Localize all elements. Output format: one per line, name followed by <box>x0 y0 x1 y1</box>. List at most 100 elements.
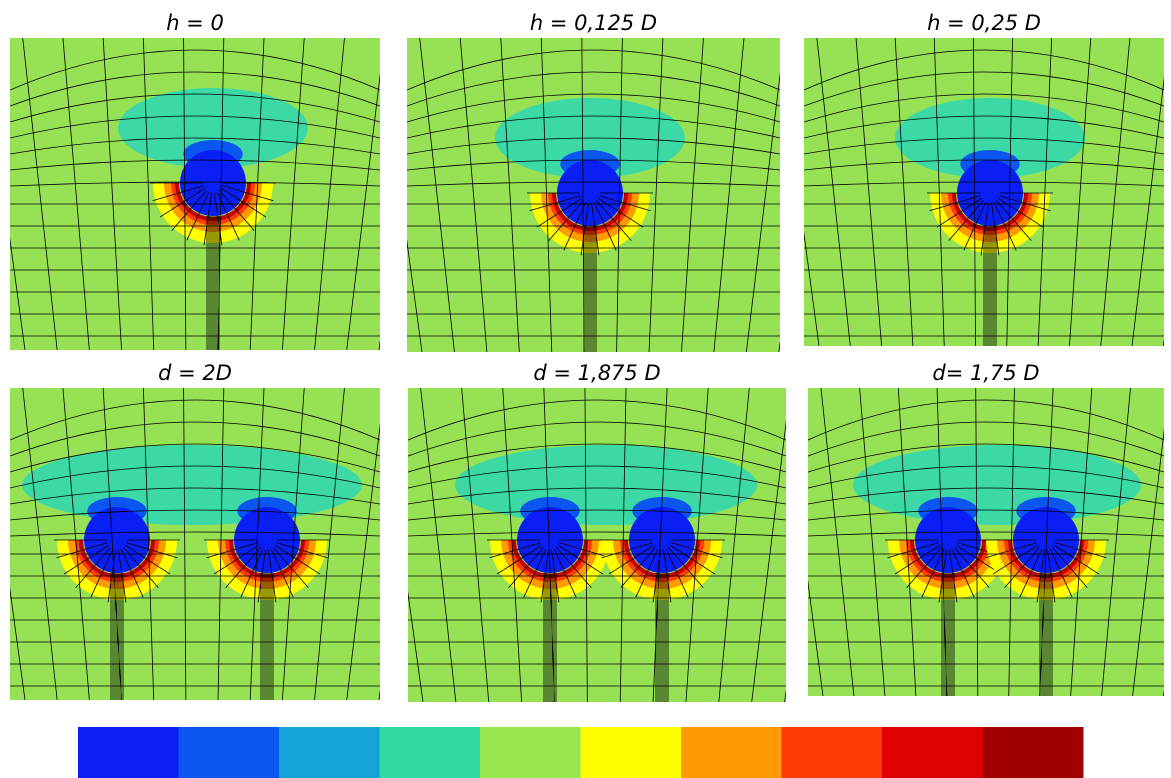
mesh-line <box>10 399 380 441</box>
mesh-line <box>281 388 305 700</box>
mesh-line <box>808 465 1164 489</box>
mesh-line <box>616 38 623 352</box>
radial-line <box>670 545 716 575</box>
radial-line <box>536 198 582 228</box>
mesh-line <box>804 71 1164 107</box>
colorbar-cell <box>681 727 782 778</box>
mesh-line <box>407 137 780 155</box>
mesh-line <box>249 388 265 700</box>
blue-core <box>629 507 695 573</box>
mesh-line <box>408 531 786 537</box>
mesh-line <box>10 443 380 473</box>
colorbar-cell <box>580 727 682 778</box>
mesh-line <box>718 388 750 702</box>
mesh-line <box>183 38 187 350</box>
radial-line <box>152 185 204 202</box>
panel <box>407 38 780 352</box>
cyan-zone <box>118 88 308 168</box>
mesh-line <box>419 38 455 352</box>
mesh-line <box>859 388 886 696</box>
mesh-line <box>346 423 380 700</box>
radial-line <box>222 185 274 202</box>
mesh-line <box>933 38 945 346</box>
panel-title: h = 0,25 D <box>927 11 1041 35</box>
mesh-line <box>407 93 780 123</box>
radial-line <box>591 202 600 256</box>
radial-line <box>559 542 611 559</box>
mesh-line <box>804 115 1164 139</box>
radial-line <box>213 545 259 575</box>
mesh-line <box>408 487 786 505</box>
mesh-line <box>10 159 380 171</box>
mesh-line <box>975 388 979 696</box>
mesh-line <box>804 181 1164 187</box>
colorbar-cell <box>480 727 581 778</box>
radial-line <box>558 545 604 575</box>
mesh-line <box>102 38 122 350</box>
mesh-line <box>10 93 380 123</box>
radial-line <box>596 200 632 241</box>
mesh-line <box>10 236 26 350</box>
mesh-line <box>1163 689 1164 696</box>
radial-line <box>985 542 1037 559</box>
mesh-line <box>936 388 948 696</box>
blue-core <box>84 507 150 573</box>
radial-line <box>921 548 945 598</box>
mesh-line <box>685 388 709 702</box>
colorbar-cell <box>882 727 983 778</box>
mesh-line <box>804 159 1164 171</box>
mesh-line <box>62 388 90 700</box>
mesh-line <box>408 399 786 441</box>
radial-line <box>270 548 294 598</box>
colorbar-cell <box>379 727 481 778</box>
mesh-line <box>855 38 883 346</box>
panel-title: h = 0,125 D <box>530 11 657 35</box>
mesh-line <box>408 509 786 521</box>
mesh-line <box>408 421 786 457</box>
mesh-line <box>894 38 914 346</box>
mesh-line <box>500 38 520 352</box>
mesh-line <box>808 443 1164 473</box>
mesh-line <box>973 38 976 346</box>
mesh-line <box>808 421 1164 457</box>
mesh-line <box>407 115 780 139</box>
mesh-line <box>102 388 122 700</box>
mesh-line <box>10 137 380 155</box>
radial-line <box>665 548 689 598</box>
panel-title: h = 0 <box>166 11 224 35</box>
radial-line <box>992 545 1038 575</box>
radial-line <box>186 191 210 241</box>
mesh-line <box>1131 76 1164 346</box>
radial-line <box>608 545 654 575</box>
mesh-line <box>804 93 1164 123</box>
mesh-line <box>407 71 780 107</box>
radial-line <box>929 195 981 212</box>
mesh-line <box>581 38 585 352</box>
mesh-line <box>314 38 345 350</box>
mesh-line <box>420 388 457 702</box>
colorbar-cell <box>982 727 1084 778</box>
panel-title: d = 1,875 D <box>533 361 660 385</box>
mesh-line <box>10 421 380 457</box>
mesh-line <box>1039 388 1054 696</box>
radial-line <box>948 200 984 241</box>
mesh-line <box>820 388 855 696</box>
mesh-line <box>808 509 1164 521</box>
mesh-line <box>808 579 824 696</box>
mesh-line <box>22 388 58 700</box>
panel <box>408 388 786 702</box>
radial-line <box>991 202 1000 256</box>
mesh-line <box>10 487 380 505</box>
radial-line <box>529 195 581 212</box>
colorbar-cell <box>78 727 179 778</box>
radial-line <box>90 548 114 598</box>
mesh-line <box>10 71 380 107</box>
mesh-line <box>751 420 786 702</box>
radial-line <box>523 548 547 598</box>
radial-line <box>276 542 328 559</box>
mesh-line <box>804 49 1164 91</box>
mesh-line <box>217 38 225 350</box>
mesh-line <box>314 388 345 700</box>
mesh-line <box>808 399 1164 441</box>
